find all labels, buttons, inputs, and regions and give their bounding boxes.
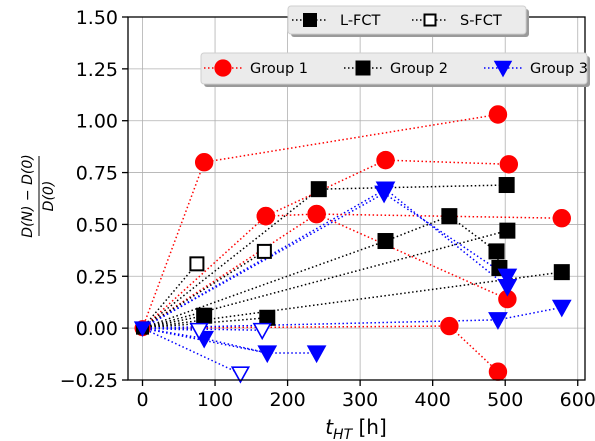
group-1-point bbox=[552, 209, 571, 228]
group-2-point bbox=[498, 177, 515, 194]
group-3-point bbox=[497, 278, 518, 297]
group-2-point bbox=[441, 208, 458, 225]
connector-line bbox=[316, 213, 562, 219]
x-axis-label: tHT [h] bbox=[325, 415, 387, 441]
group-1-point bbox=[488, 362, 508, 381]
legend-marker-group-1 bbox=[214, 59, 232, 77]
group-3-point bbox=[551, 299, 572, 318]
connector-line bbox=[142, 271, 562, 329]
s-fct-group-3-point bbox=[189, 322, 209, 341]
connector-line bbox=[142, 317, 268, 329]
x-tick-label: 300 bbox=[342, 389, 378, 411]
x-tick-label: 100 bbox=[197, 389, 233, 411]
legend-label: Group 1 bbox=[250, 61, 308, 77]
connector-line bbox=[142, 213, 318, 329]
connector-line bbox=[203, 337, 268, 354]
group-1-point bbox=[488, 105, 508, 124]
y-tick-label: 1.50 bbox=[76, 7, 118, 29]
group-1-point bbox=[499, 155, 519, 174]
y-axis-label-numerator: D(N) − D(0) bbox=[20, 154, 36, 237]
connector-line bbox=[142, 314, 205, 329]
connector-line bbox=[142, 327, 205, 340]
group-3-point bbox=[374, 185, 394, 204]
x-tick-label: 0 bbox=[136, 389, 148, 411]
connector-line bbox=[316, 213, 508, 300]
connector-line bbox=[142, 325, 450, 329]
y-tick-label: 0.75 bbox=[76, 163, 118, 185]
origin-point-group-3 bbox=[133, 321, 152, 337]
connector-line bbox=[448, 325, 499, 373]
connector-line bbox=[497, 306, 562, 321]
connector-line bbox=[385, 188, 508, 288]
connector-line bbox=[495, 251, 501, 269]
y-tick-label: 0.50 bbox=[76, 214, 118, 236]
connector-line bbox=[142, 327, 241, 375]
y-tick-label: 1.00 bbox=[76, 111, 118, 133]
connector-line bbox=[383, 192, 508, 277]
y-axis-ticks: −0.25 0.00 0.25 0.50 0.75 1.00 1.25 1.50 bbox=[60, 7, 128, 392]
group-3-point bbox=[257, 345, 278, 364]
legend-label: S-FCT bbox=[460, 13, 502, 29]
x-tick-label: 500 bbox=[487, 389, 523, 411]
legend-label: Group 3 bbox=[530, 61, 588, 77]
connector-line bbox=[142, 240, 386, 329]
group-1-point bbox=[376, 150, 395, 170]
x-axis-label-main: t bbox=[325, 415, 334, 439]
y-tick-label: 0.25 bbox=[76, 266, 118, 288]
s-fct-point bbox=[256, 243, 272, 259]
y-tick-label: 0.00 bbox=[76, 318, 118, 340]
group-1-point bbox=[307, 204, 326, 224]
group-2-point bbox=[377, 233, 394, 250]
data-markers bbox=[133, 105, 572, 384]
legend-groups: Group 1 Group 2 Group 3 bbox=[200, 52, 590, 87]
connector-line bbox=[385, 159, 509, 166]
legend-marker-group-2 bbox=[355, 60, 371, 76]
group-3-point bbox=[488, 312, 508, 330]
connector-line bbox=[142, 327, 268, 354]
legend-frame bbox=[287, 5, 527, 35]
legend-marker-s-fct bbox=[423, 13, 437, 27]
y-tick-label: 1.25 bbox=[76, 59, 118, 81]
group-2-point bbox=[310, 181, 327, 198]
legend-label: Group 2 bbox=[390, 61, 448, 77]
y-axis-label: D(N) − D(0) D(0) bbox=[20, 154, 57, 237]
x-tick-label: 200 bbox=[269, 389, 305, 411]
x-axis-label-sub: HT bbox=[333, 427, 354, 441]
x-tick-label: 400 bbox=[415, 389, 451, 411]
legend-fct: L-FCT S-FCT bbox=[287, 5, 529, 37]
s-fct-point bbox=[189, 256, 205, 272]
connector-line bbox=[204, 113, 499, 163]
s-fct-group-3-point bbox=[252, 322, 272, 341]
group-2-point bbox=[499, 222, 516, 239]
x-axis-ticks: 0 100 200 300 400 500 600 bbox=[136, 380, 595, 411]
connector-lines bbox=[141, 113, 562, 375]
connector-line bbox=[142, 319, 498, 329]
group-3-point bbox=[306, 345, 327, 364]
group-1-point bbox=[256, 206, 276, 226]
legend-frame bbox=[200, 52, 588, 85]
x-axis-label-unit: [h] bbox=[352, 415, 387, 439]
group-2-point bbox=[553, 264, 570, 281]
group-2-point bbox=[488, 243, 505, 260]
connector-line bbox=[318, 184, 507, 190]
legend-marker-group-3 bbox=[493, 60, 513, 78]
connector-line bbox=[385, 215, 450, 242]
y-tick-label: −0.25 bbox=[60, 370, 118, 392]
connector-line bbox=[142, 229, 508, 329]
y-axis-label-denominator: D(0) bbox=[41, 181, 57, 212]
group-3-point bbox=[497, 268, 518, 287]
connector-line bbox=[141, 161, 205, 329]
group-1-point bbox=[194, 153, 214, 172]
connector-line bbox=[142, 188, 386, 329]
x-tick-label: 600 bbox=[560, 389, 595, 411]
legend-marker-l-fct bbox=[303, 13, 317, 27]
connector-line bbox=[142, 188, 320, 329]
s-fct-group-3-point bbox=[230, 366, 251, 384]
group-2-point bbox=[196, 307, 213, 324]
connector-line bbox=[142, 250, 265, 329]
legend-label: L-FCT bbox=[340, 13, 381, 29]
group-1-point bbox=[440, 316, 459, 336]
